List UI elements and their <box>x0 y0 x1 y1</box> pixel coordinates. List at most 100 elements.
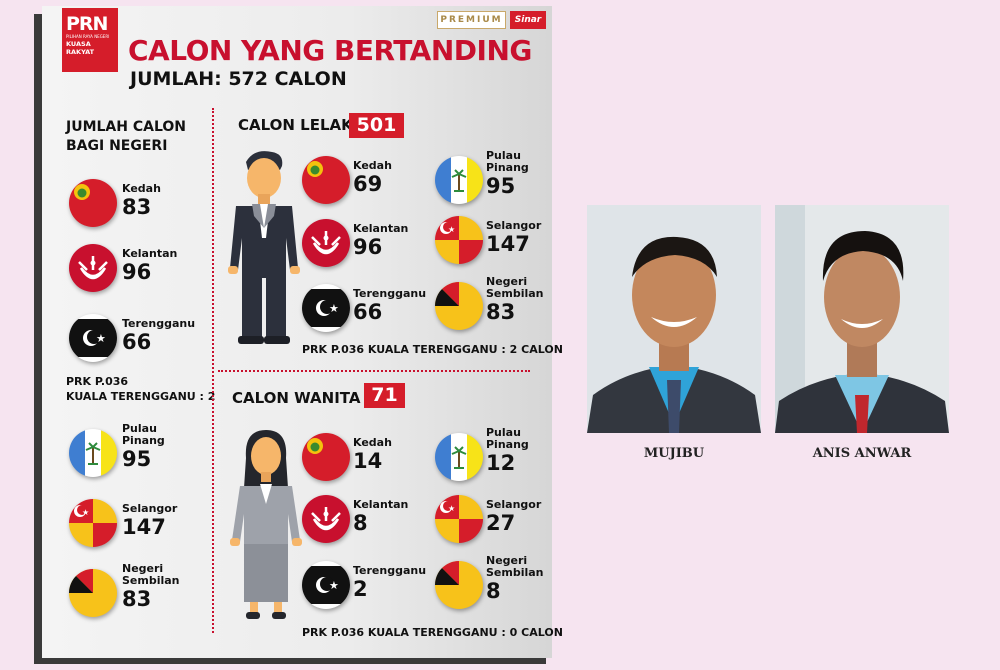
state-stat: Terengganu 2 <box>353 564 427 602</box>
state-name: Kelantan <box>122 247 178 260</box>
sinar-logo: Sinar <box>510 11 546 29</box>
candidate-photo-mujibu <box>587 205 761 433</box>
state-value: 95 <box>486 174 516 198</box>
state-stat: Kedah 83 <box>122 182 161 220</box>
state-name: Negeri <box>486 554 528 567</box>
vertical-divider <box>212 108 214 633</box>
state-value: 95 <box>122 447 152 471</box>
state-stat: Kedah 14 <box>353 436 392 474</box>
svg-text:★: ★ <box>82 508 89 517</box>
male-count-badge: 501 <box>349 113 404 138</box>
svg-text:★: ★ <box>448 225 455 234</box>
selangor-flag-icon: ★ <box>435 495 483 543</box>
state-value: 69 <box>353 172 383 196</box>
state-value: 8 <box>353 511 368 535</box>
state-value: 83 <box>486 300 516 324</box>
state-name: Terengganu <box>353 287 427 300</box>
selangor-flag-icon: ★ <box>69 499 117 547</box>
state-stat: Pulau Pinang 95 <box>486 149 529 199</box>
state-value: 8 <box>486 579 501 603</box>
infographic-card <box>42 6 552 658</box>
state-name: Selangor <box>486 219 542 232</box>
state-name: Pulau <box>486 426 521 439</box>
kedah-flag-icon <box>69 179 117 227</box>
state-name: Negeri <box>122 562 164 575</box>
state-name: Terengganu <box>353 564 427 577</box>
woman-figure-icon <box>230 430 302 619</box>
state-value: 147 <box>486 232 530 256</box>
female-label: CALON WANITA <box>232 389 361 407</box>
state-value: 66 <box>353 300 383 324</box>
state-value: 12 <box>486 451 516 475</box>
heading-line: BAGI NEGERI <box>66 138 168 154</box>
penang-flag-icon <box>435 156 483 204</box>
state-value: 96 <box>353 235 383 259</box>
state-stat: Negeri Sembilan 8 <box>486 554 544 604</box>
horizontal-divider <box>218 370 530 372</box>
kelantan-flag-icon <box>69 244 117 292</box>
state-value: 83 <box>122 587 152 611</box>
prn-logo: PRN PILIHAN RAYA NEGERI KUASA RAKYAT <box>62 8 118 72</box>
state-stat: Terengganu 66 <box>122 317 196 355</box>
terengganu-flag-icon: ★ <box>69 314 117 362</box>
nsembilan-flag-icon <box>435 561 483 609</box>
candidate-name: ANIS ANWAR <box>812 446 912 461</box>
state-name: Pinang <box>486 438 529 451</box>
state-stat: Selangor 147 <box>486 219 542 257</box>
left-prk-note: PRK P.036 KUALA TERENGGANU : 2 <box>66 374 215 404</box>
state-name: Kelantan <box>353 222 409 235</box>
state-stat: Pulau Pinang 12 <box>486 426 529 476</box>
state-stat: Kelantan 96 <box>353 222 409 260</box>
state-stat: Selangor 27 <box>486 498 542 536</box>
page-title: CALON YANG BERTANDING <box>128 34 532 67</box>
state-name: Selangor <box>486 498 542 511</box>
nsembilan-flag-icon <box>435 282 483 330</box>
state-name: Pulau <box>122 422 157 435</box>
svg-text:★: ★ <box>96 332 106 345</box>
male-label: CALON LELAKI <box>238 116 359 134</box>
state-name: Sembilan <box>486 287 544 300</box>
total-candidates: JUMLAH: 572 CALON <box>130 68 347 90</box>
kelantan-flag-icon <box>302 495 350 543</box>
state-stat: Kelantan 8 <box>353 499 408 536</box>
premium-badge: PREMIUM <box>437 11 506 29</box>
state-stat: Kelantan 96 <box>122 247 178 285</box>
penang-flag-icon <box>69 429 117 477</box>
state-value: 83 <box>122 195 152 219</box>
state-stat: Negeri Sembilan 83 <box>122 562 180 612</box>
logo-tagline: KUASA RAKYAT <box>66 40 95 56</box>
state-name: Kedah <box>353 436 392 449</box>
state-stat: Kedah 69 <box>353 159 392 197</box>
state-name: Pinang <box>122 434 165 447</box>
man-figure-icon <box>228 151 300 344</box>
state-value: 96 <box>122 260 152 284</box>
state-name: Terengganu <box>122 317 196 330</box>
state-stat: Negeri Sembilan 83 <box>486 275 544 325</box>
prk-line: PRK P.036 <box>66 375 129 388</box>
terengganu-flag-icon: ★ <box>302 561 350 609</box>
state-name: Kedah <box>122 182 161 195</box>
nsembilan-flag-icon <box>69 569 117 617</box>
state-stat: Selangor 147 <box>122 503 177 540</box>
state-name: Sembilan <box>122 574 180 587</box>
logo-text: PRN <box>66 13 108 35</box>
prk-line: KUALA TERENGGANU : 2 <box>66 390 216 403</box>
heading-line: JUMLAH CALON <box>66 119 187 135</box>
svg-text:★: ★ <box>329 579 339 592</box>
state-name: Pinang <box>486 161 529 174</box>
state-value: 66 <box>122 330 152 354</box>
state-name: Pulau <box>486 149 521 162</box>
penang-flag-icon <box>435 433 483 481</box>
female-count-badge: 71 <box>364 383 405 408</box>
state-name: Negeri <box>486 275 528 288</box>
svg-text:★: ★ <box>448 504 455 513</box>
state-name: Kedah <box>353 159 392 172</box>
state-stat: Terengganu 66 <box>353 287 427 325</box>
state-value: 147 <box>122 515 166 539</box>
female-prk-note: PRK P.036 KUALA TERENGGANU : 0 CALON <box>302 626 563 639</box>
state-value: 27 <box>486 511 516 535</box>
svg-text:★: ★ <box>329 302 339 315</box>
candidate-name: MUJIBU <box>643 446 705 461</box>
state-name: Sembilan <box>486 566 544 579</box>
kelantan-flag-icon <box>302 219 350 267</box>
